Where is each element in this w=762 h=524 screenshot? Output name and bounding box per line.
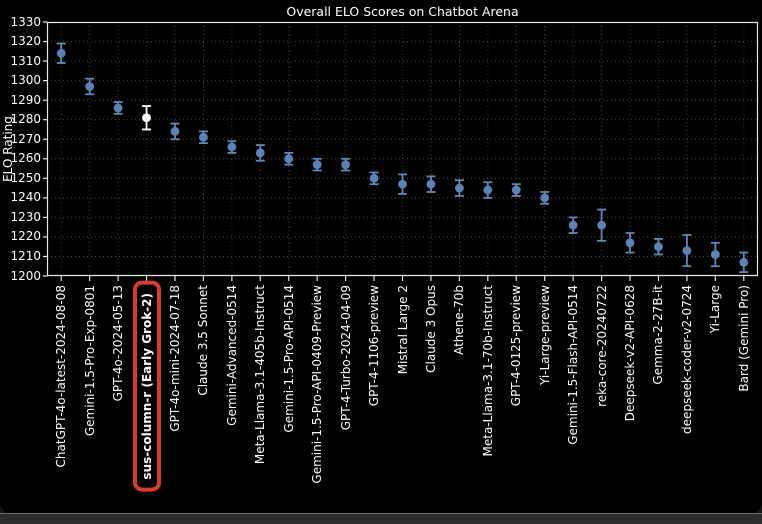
y-tick-label: 1230 xyxy=(10,209,41,224)
data-point xyxy=(369,173,379,183)
data-point xyxy=(199,132,208,142)
x-tick-label: deepseek-coder-v2-0724 xyxy=(679,285,694,435)
y-tick-label: 1330 xyxy=(10,14,41,29)
y-tick-label: 1270 xyxy=(10,131,41,146)
y-tick-label: 1250 xyxy=(10,170,41,185)
x-tick-label: GPT-4-0125-preview xyxy=(509,285,524,407)
chart-title: Overall ELO Scores on Chatbot Arena xyxy=(286,4,519,19)
x-tick-label: Mistral Large 2 xyxy=(395,285,410,375)
data-point xyxy=(426,179,436,189)
y-tick-label: 1300 xyxy=(10,73,41,88)
window-bottom-edge xyxy=(0,513,762,524)
x-tick-label: Claude 3.5 Sonnet xyxy=(196,285,211,396)
data-point xyxy=(255,148,265,158)
x-tick-label: Gemini-1.5-Pro-API-0514 xyxy=(281,285,296,433)
x-tick-label: reka-core-20240722 xyxy=(594,285,609,407)
y-tick-label: 1310 xyxy=(10,53,41,68)
x-tick-label: Meta-Llama-3.1-70b-Instruct xyxy=(480,285,495,457)
data-point xyxy=(398,179,407,189)
x-tick-label: Athene-70b xyxy=(452,285,467,355)
y-tick-label: 1220 xyxy=(10,229,41,244)
x-tick-label: GPT-4o-mini-2024-07-18 xyxy=(167,285,182,432)
x-tick-label: Gemini-1.5-Pro-Exp-0801 xyxy=(82,285,97,437)
y-tick-label: 1210 xyxy=(10,248,41,263)
x-tick-label: Yi-Large xyxy=(708,285,723,334)
y-tick-label: 1260 xyxy=(10,151,41,166)
y-tick-label: 1240 xyxy=(10,190,41,205)
data-point xyxy=(56,48,66,58)
data-point xyxy=(483,185,493,195)
data-point xyxy=(739,257,749,267)
x-tick-label: GPT-4-Turbo-2024-04-09 xyxy=(338,285,353,431)
x-tick-label: Gemini-1.5-Flash-API-0514 xyxy=(566,285,581,445)
x-tick-label: Yi-Large-preview xyxy=(537,285,552,385)
x-tick-label: GPT-4-1106-preview xyxy=(367,285,382,407)
data-point xyxy=(540,193,550,203)
y-tick-label: 1200 xyxy=(10,268,41,283)
data-point xyxy=(625,238,635,248)
y-tick-label: 1290 xyxy=(10,92,41,107)
x-tick-label: Bard (Gemini Pro) xyxy=(736,285,751,392)
x-tick-label: Meta-Llama-3.1-405b-Instruct xyxy=(253,285,268,465)
data-point xyxy=(710,250,720,259)
data-point xyxy=(511,185,521,195)
data-point xyxy=(341,160,351,170)
x-tick-label-highlighted: sus-column-r (Early Grok-2) xyxy=(132,281,161,492)
data-point xyxy=(113,103,123,113)
data-point xyxy=(597,220,606,230)
x-tick-label: ChatGPT-4o-latest-2024-08-08 xyxy=(54,285,69,468)
x-tick-label: Gemma-2-27B-it xyxy=(651,285,666,385)
x-tick-label: Claude 3 Opus xyxy=(423,285,438,373)
data-point xyxy=(85,82,95,91)
x-tick-label: Deepseek-v2-API-0628 xyxy=(623,285,638,422)
data-point xyxy=(682,246,692,256)
data-point xyxy=(227,142,237,152)
y-tick-label: 1280 xyxy=(10,112,41,127)
axes-spines xyxy=(46,21,759,277)
data-point xyxy=(454,183,464,193)
x-tick-label: Gemini-Advanced-0514 xyxy=(224,285,239,426)
data-point xyxy=(284,154,294,164)
data-point xyxy=(568,220,578,230)
data-point xyxy=(170,127,180,136)
data-point xyxy=(312,160,322,170)
x-tick-label: GPT-4o-2024-05-13 xyxy=(111,285,126,402)
data-point-highlighted xyxy=(142,113,151,123)
data-point xyxy=(654,242,663,252)
x-tick-label: Gemini-1.5-Pro-API-0409-Preview xyxy=(310,285,325,484)
y-tick-label: 1320 xyxy=(10,34,41,49)
